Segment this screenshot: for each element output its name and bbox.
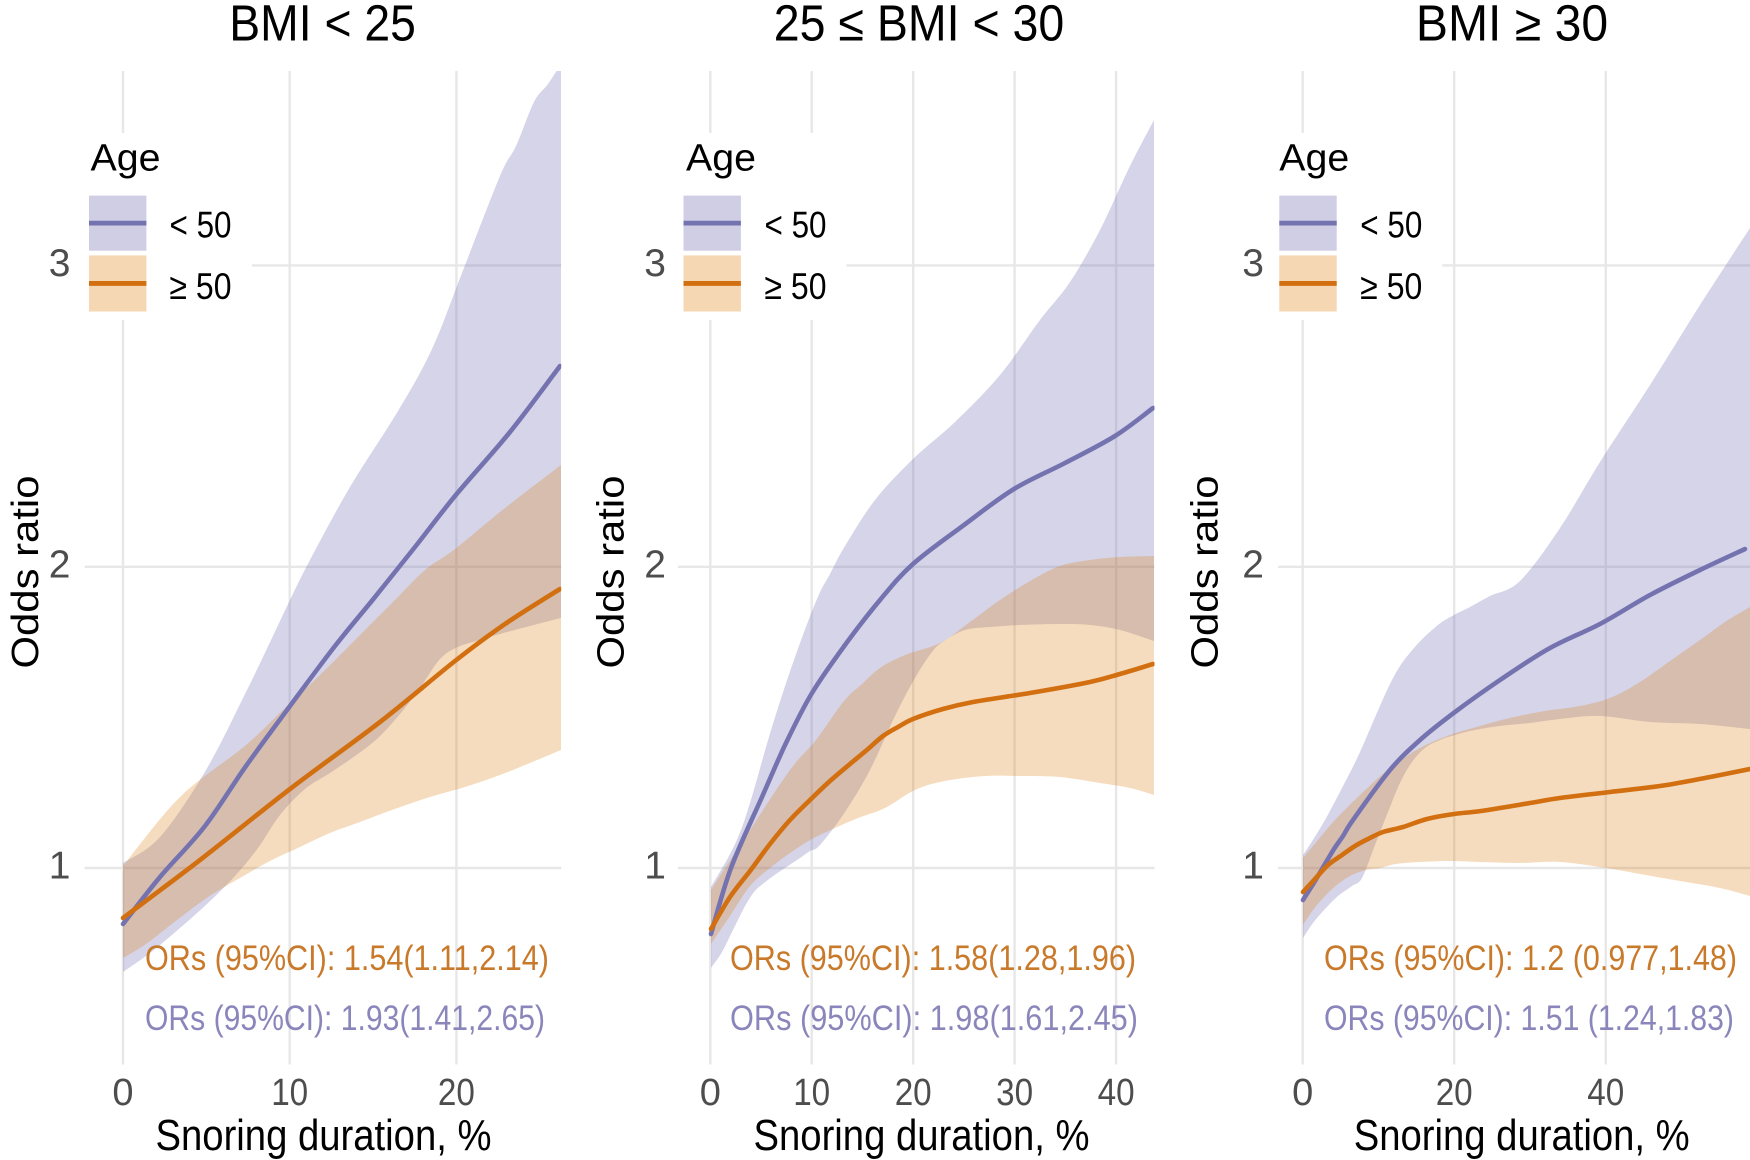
svg-text:3: 3 bbox=[644, 242, 666, 285]
svg-text:0: 0 bbox=[700, 1072, 721, 1114]
svg-text:≥ 50: ≥ 50 bbox=[170, 266, 232, 307]
svg-text:Age: Age bbox=[686, 138, 756, 180]
svg-text:3: 3 bbox=[49, 242, 71, 285]
svg-text:ORs (95%CI): 1.51 (1.24,1.83): ORs (95%CI): 1.51 (1.24,1.83) bbox=[1324, 999, 1734, 1038]
svg-text:0: 0 bbox=[1292, 1072, 1313, 1114]
svg-text:ORs (95%CI): 1.93(1.41,2.65): ORs (95%CI): 1.93(1.41,2.65) bbox=[145, 999, 545, 1038]
svg-text:10: 10 bbox=[271, 1072, 308, 1114]
svg-text:40: 40 bbox=[1098, 1072, 1135, 1114]
svg-text:Snoring duration, %: Snoring duration, % bbox=[156, 1111, 492, 1160]
svg-text:2: 2 bbox=[644, 543, 666, 586]
svg-text:Snoring duration, %: Snoring duration, % bbox=[754, 1111, 1090, 1160]
svg-text:Snoring duration, %: Snoring duration, % bbox=[1354, 1111, 1690, 1160]
svg-text:ORs (95%CI): 1.54(1.11,2.14): ORs (95%CI): 1.54(1.11,2.14) bbox=[145, 939, 549, 978]
svg-text:3: 3 bbox=[1242, 242, 1264, 285]
svg-text:ORs (95%CI): 1.2 (0.977,1.48): ORs (95%CI): 1.2 (0.977,1.48) bbox=[1324, 939, 1737, 978]
svg-text:Odds ratio: Odds ratio bbox=[5, 476, 47, 669]
svg-text:10: 10 bbox=[793, 1072, 830, 1114]
svg-text:20: 20 bbox=[438, 1072, 475, 1114]
svg-text:≥ 50: ≥ 50 bbox=[765, 266, 827, 307]
svg-text:BMI ≥ 30: BMI ≥ 30 bbox=[1416, 0, 1608, 52]
svg-text:ORs (95%CI): 1.98(1.61,2.45): ORs (95%CI): 1.98(1.61,2.45) bbox=[730, 999, 1138, 1038]
svg-text:0: 0 bbox=[112, 1072, 133, 1114]
svg-text:20: 20 bbox=[1436, 1072, 1473, 1114]
svg-text:1: 1 bbox=[49, 845, 71, 888]
svg-text:1: 1 bbox=[1242, 845, 1264, 888]
svg-text:BMI < 25: BMI < 25 bbox=[229, 0, 416, 52]
svg-text:Odds ratio: Odds ratio bbox=[590, 476, 632, 669]
svg-text:2: 2 bbox=[49, 543, 71, 586]
svg-text:Odds ratio: Odds ratio bbox=[1185, 476, 1227, 669]
svg-text:< 50: < 50 bbox=[1360, 205, 1422, 246]
svg-text:Age: Age bbox=[91, 138, 161, 180]
svg-text:ORs (95%CI): 1.58(1.28,1.96): ORs (95%CI): 1.58(1.28,1.96) bbox=[730, 939, 1136, 978]
svg-text:2: 2 bbox=[1242, 543, 1264, 586]
svg-text:25 ≤ BMI < 30: 25 ≤ BMI < 30 bbox=[774, 0, 1065, 52]
svg-text:Age: Age bbox=[1279, 138, 1349, 180]
svg-text:≥ 50: ≥ 50 bbox=[1360, 266, 1422, 307]
svg-text:1: 1 bbox=[644, 845, 666, 888]
svg-text:30: 30 bbox=[996, 1072, 1033, 1114]
svg-text:40: 40 bbox=[1587, 1072, 1624, 1114]
svg-text:< 50: < 50 bbox=[170, 205, 232, 246]
svg-text:20: 20 bbox=[895, 1072, 932, 1114]
svg-text:< 50: < 50 bbox=[765, 205, 827, 246]
